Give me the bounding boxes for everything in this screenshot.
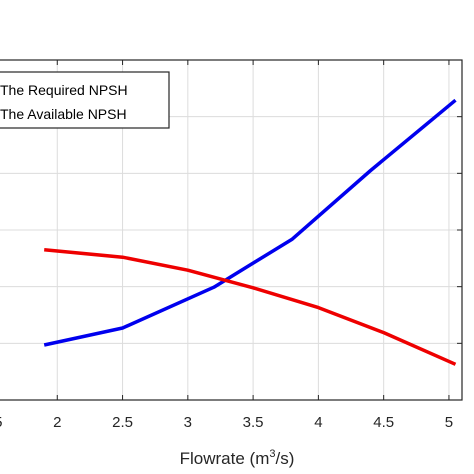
x-tick-label: 2.5 (112, 414, 133, 431)
axis-ticks: 1.5 2 2.5 3 3.5 4 4.5 5 (0, 60, 462, 431)
legend-entry: The Available NPSH (0, 106, 127, 122)
x-axis-label-superscript: 3 (269, 448, 275, 460)
x-axis-label-end: /s) (275, 449, 294, 468)
x-tick-label: 3 (184, 414, 192, 431)
series-line-available-npsh (44, 248, 457, 366)
x-tick-label: 5 (445, 414, 453, 431)
x-tick-label: 2 (53, 414, 61, 431)
x-tick-label: 3.5 (243, 414, 264, 431)
data-series (43, 98, 457, 366)
legend: The Required NPSH The Available NPSH (0, 71, 170, 129)
x-tick-label: 4 (314, 414, 322, 431)
legend-entry: The Required NPSH (0, 82, 128, 98)
series-line-required-npsh (43, 98, 457, 347)
x-tick-label: 1.5 (0, 414, 2, 431)
x-axis-label-main: Flowrate (m (180, 449, 270, 468)
legend-box (0, 71, 170, 129)
x-axis-label: Flowrate (m3/s) (180, 448, 295, 468)
x-tick-label: 4.5 (373, 414, 394, 431)
